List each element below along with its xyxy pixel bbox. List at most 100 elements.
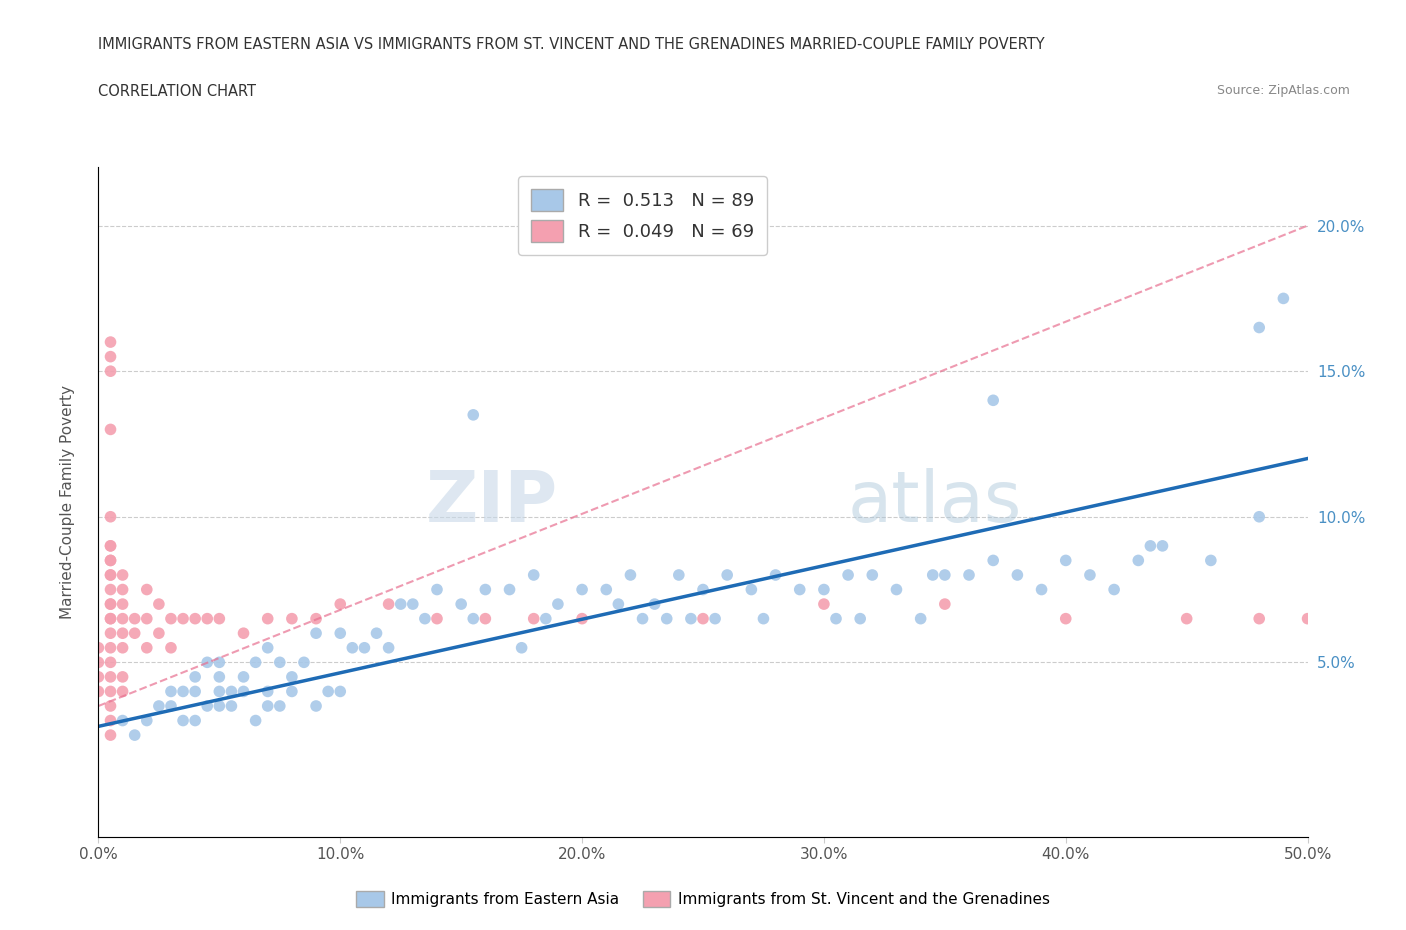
Text: IMMIGRANTS FROM EASTERN ASIA VS IMMIGRANTS FROM ST. VINCENT AND THE GRENADINES M: IMMIGRANTS FROM EASTERN ASIA VS IMMIGRAN… (98, 37, 1045, 52)
Point (789, 582, 811, 597)
Point (329, 684, 352, 698)
Point (160, 641, 183, 656)
Point (692, 582, 714, 597)
Point (316, 684, 339, 698)
Point (135, 713, 157, 728)
Point (329, 597, 352, 612)
Point (160, 611, 183, 626)
Text: CORRELATION CHART: CORRELATION CHART (98, 84, 256, 99)
Point (172, 713, 194, 728)
Point (100, 641, 122, 656)
Point (1344, 611, 1367, 626)
Point (765, 567, 787, 582)
Point (100, 422, 122, 437)
Point (208, 655, 231, 670)
Point (111, 567, 134, 582)
Point (668, 567, 690, 582)
Point (716, 567, 738, 582)
Point (607, 597, 630, 612)
Point (389, 597, 412, 612)
Point (100, 713, 122, 728)
Point (100, 538, 122, 553)
Point (195, 655, 218, 670)
Point (195, 611, 218, 626)
Point (957, 567, 980, 582)
Point (1054, 611, 1077, 626)
Point (292, 655, 315, 670)
Point (704, 611, 727, 626)
Point (1393, 611, 1406, 626)
Point (463, 611, 485, 626)
Text: ZIP: ZIP (426, 468, 558, 537)
Y-axis label: Married-Couple Family Poverty: Married-Couple Family Poverty (60, 385, 75, 619)
Point (342, 641, 364, 656)
Point (124, 626, 146, 641)
Point (111, 670, 134, 684)
Point (463, 407, 485, 422)
Point (195, 698, 218, 713)
Point (232, 670, 254, 684)
Legend: R =  0.513   N = 89, R =  0.049   N = 69: R = 0.513 N = 89, R = 0.049 N = 69 (519, 177, 766, 255)
Point (534, 611, 557, 626)
Point (377, 597, 399, 612)
Point (595, 582, 617, 597)
Point (813, 582, 835, 597)
Point (135, 611, 157, 626)
Point (111, 641, 134, 656)
Point (100, 349, 122, 364)
Point (111, 626, 134, 641)
Point (100, 553, 122, 568)
Point (148, 626, 170, 641)
Point (498, 582, 520, 597)
Point (111, 582, 134, 597)
Point (100, 727, 122, 742)
Point (813, 597, 835, 612)
Point (523, 567, 546, 582)
Point (111, 684, 134, 698)
Point (510, 641, 533, 656)
Point (329, 626, 352, 641)
Point (1007, 567, 1029, 582)
Point (245, 713, 267, 728)
Point (111, 597, 134, 612)
Point (172, 611, 194, 626)
Point (860, 567, 883, 582)
Point (87, 655, 110, 670)
Point (100, 684, 122, 698)
Point (910, 611, 932, 626)
Point (752, 611, 775, 626)
Point (269, 698, 291, 713)
Point (305, 626, 328, 641)
Point (1296, 611, 1319, 626)
Point (172, 684, 194, 698)
Point (221, 698, 243, 713)
Point (111, 713, 134, 728)
Point (1249, 320, 1271, 335)
Point (135, 582, 157, 597)
Point (655, 611, 678, 626)
Point (981, 392, 1004, 407)
Point (100, 567, 122, 582)
Point (148, 698, 170, 713)
Point (571, 611, 593, 626)
Point (305, 611, 328, 626)
Point (208, 611, 231, 626)
Point (100, 364, 122, 379)
Point (232, 626, 254, 641)
Point (208, 670, 231, 684)
Point (886, 582, 908, 597)
Point (160, 684, 183, 698)
Point (281, 670, 304, 684)
Point (184, 713, 207, 728)
Point (124, 727, 146, 742)
Point (402, 597, 425, 612)
Point (208, 684, 231, 698)
Point (100, 597, 122, 612)
Point (100, 670, 122, 684)
Point (692, 611, 714, 626)
Point (111, 611, 134, 626)
Point (1102, 582, 1125, 597)
Point (100, 335, 122, 350)
Point (100, 698, 122, 713)
Point (1139, 538, 1161, 553)
